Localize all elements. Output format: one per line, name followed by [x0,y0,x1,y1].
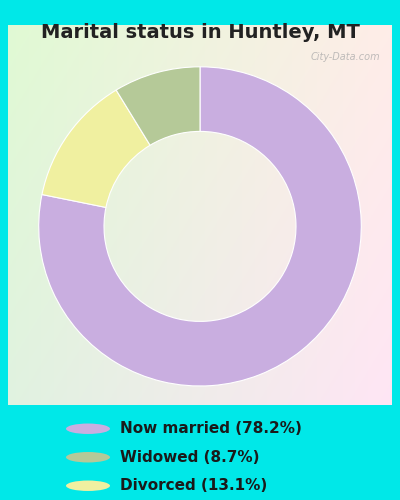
Text: City-Data.com: City-Data.com [311,52,380,62]
Text: Now married (78.2%): Now married (78.2%) [120,421,302,436]
Circle shape [66,424,110,434]
Text: Marital status in Huntley, MT: Marital status in Huntley, MT [40,22,360,42]
Text: Divorced (13.1%): Divorced (13.1%) [120,478,267,493]
Wedge shape [39,67,361,386]
Circle shape [66,480,110,491]
Wedge shape [42,90,150,208]
Wedge shape [116,67,200,145]
Circle shape [66,452,110,462]
Text: Widowed (8.7%): Widowed (8.7%) [120,450,260,465]
